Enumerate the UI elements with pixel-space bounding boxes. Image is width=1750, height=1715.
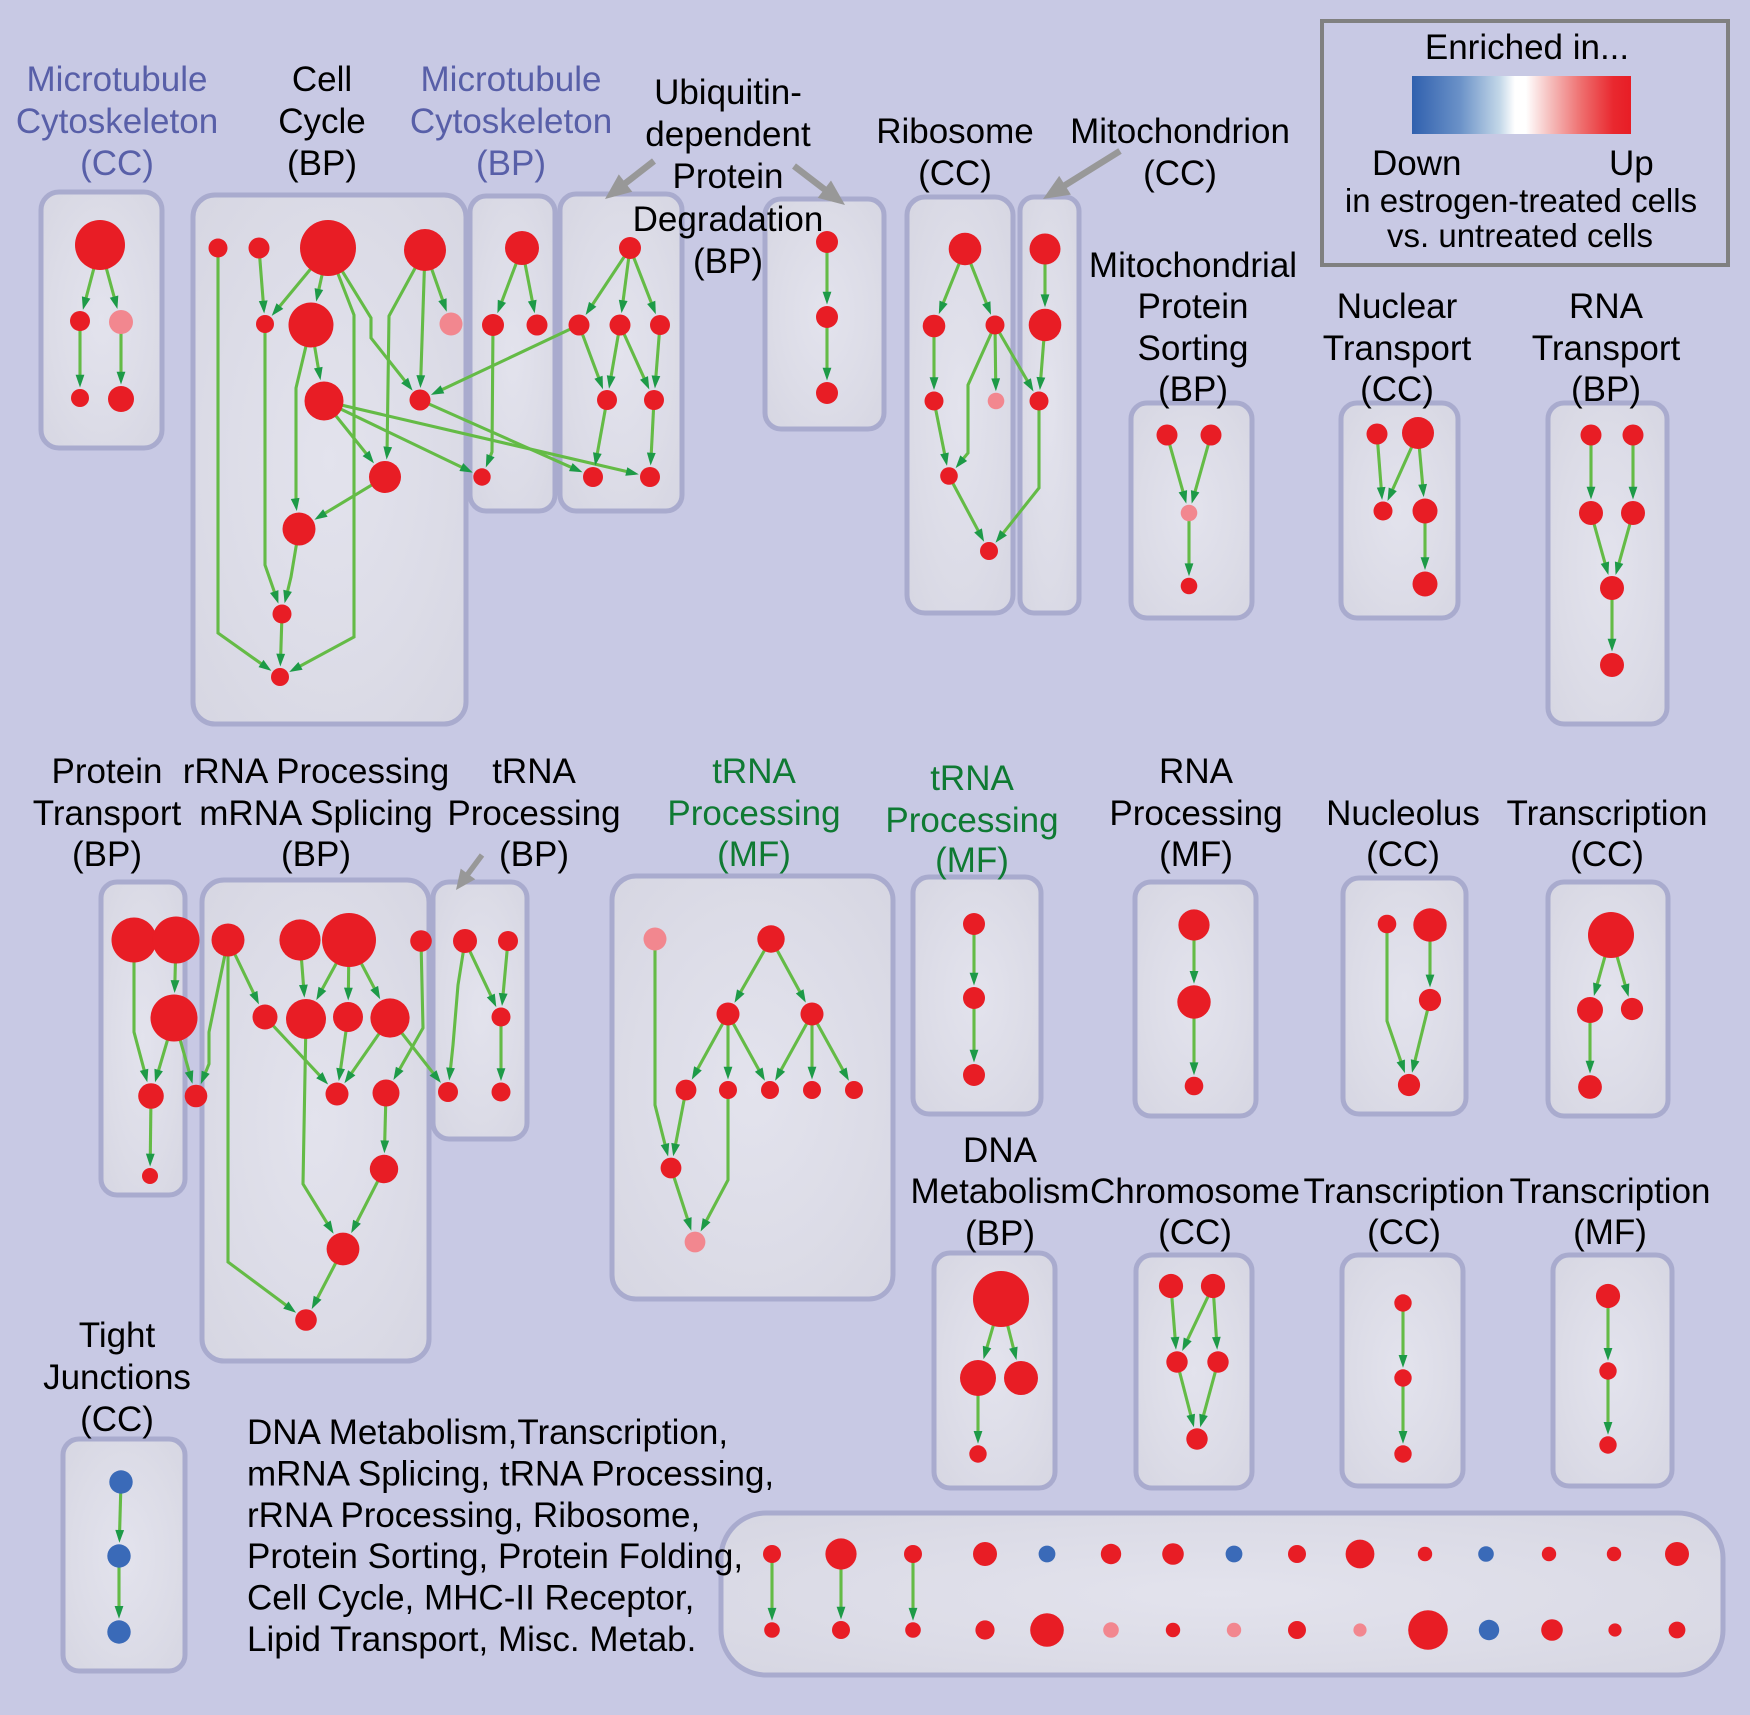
svg-text:(BP): (BP) [281, 835, 351, 874]
svg-text:Ubiquitin-: Ubiquitin- [654, 73, 802, 112]
svg-text:vs. untreated cells: vs. untreated cells [1387, 217, 1653, 254]
svg-text:Tight: Tight [79, 1316, 156, 1355]
svg-text:(BP): (BP) [476, 144, 546, 183]
svg-text:Processing: Processing [667, 794, 840, 833]
svg-text:Up: Up [1609, 144, 1654, 183]
svg-text:(CC): (CC) [1143, 154, 1217, 193]
svg-text:(MF): (MF) [1159, 835, 1233, 874]
svg-text:RNA: RNA [1569, 287, 1644, 326]
svg-text:Enriched in...: Enriched in... [1425, 28, 1629, 67]
svg-text:Sorting: Sorting [1138, 329, 1249, 368]
svg-text:Cycle: Cycle [278, 102, 366, 141]
svg-text:mRNA Splicing, tRNA Processing: mRNA Splicing, tRNA Processing, [247, 1454, 774, 1493]
svg-text:Transcription: Transcription [1304, 1172, 1505, 1211]
svg-text:mRNA Splicing: mRNA Splicing [199, 794, 432, 833]
svg-text:Chromosome: Chromosome [1090, 1172, 1300, 1211]
svg-text:Nuclear: Nuclear [1337, 287, 1458, 326]
svg-text:DNA: DNA [963, 1131, 1038, 1170]
svg-text:(CC): (CC) [1367, 1213, 1441, 1252]
svg-text:(BP): (BP) [499, 835, 569, 874]
svg-text:tRNA: tRNA [930, 759, 1014, 798]
svg-text:(BP): (BP) [287, 144, 357, 183]
svg-text:rRNA Processing, Ribosome,: rRNA Processing, Ribosome, [247, 1496, 700, 1535]
svg-text:Protein Sorting, Protein Foldi: Protein Sorting, Protein Folding, [247, 1537, 743, 1576]
svg-text:(MF): (MF) [1573, 1213, 1647, 1252]
svg-text:(CC): (CC) [80, 144, 154, 183]
svg-text:RNA: RNA [1159, 752, 1234, 791]
svg-text:(CC): (CC) [1360, 370, 1434, 409]
svg-text:Degradation: Degradation [633, 200, 824, 239]
svg-text:Microtubule: Microtubule [27, 60, 208, 99]
svg-text:tRNA: tRNA [492, 752, 576, 791]
svg-text:(BP): (BP) [1158, 370, 1228, 409]
svg-text:(BP): (BP) [72, 835, 142, 874]
svg-text:Mitochondrion: Mitochondrion [1070, 112, 1290, 151]
svg-text:Lipid Transport, Misc. Metab.: Lipid Transport, Misc. Metab. [247, 1620, 696, 1659]
svg-text:(CC): (CC) [1570, 835, 1644, 874]
svg-text:(CC): (CC) [1366, 835, 1440, 874]
svg-text:Processing: Processing [1109, 794, 1282, 833]
svg-text:dependent: dependent [645, 115, 811, 154]
svg-text:Cell: Cell [292, 60, 352, 99]
svg-text:tRNA: tRNA [712, 752, 796, 791]
svg-text:in estrogen-treated cells: in estrogen-treated cells [1345, 182, 1697, 219]
svg-text:DNA Metabolism,Transcription,: DNA Metabolism,Transcription, [247, 1413, 728, 1452]
svg-text:(CC): (CC) [918, 154, 992, 193]
svg-text:(BP): (BP) [965, 1214, 1035, 1253]
svg-text:Down: Down [1372, 144, 1461, 183]
svg-text:Transport: Transport [33, 794, 182, 833]
svg-text:Cytoskeleton: Cytoskeleton [410, 102, 612, 141]
svg-text:(MF): (MF) [717, 835, 791, 874]
svg-text:Transport: Transport [1532, 329, 1681, 368]
svg-text:Protein: Protein [673, 157, 784, 196]
svg-text:Protein: Protein [52, 752, 163, 791]
svg-text:Processing: Processing [447, 794, 620, 833]
svg-text:Ribosome: Ribosome [876, 112, 1034, 151]
svg-text:Nucleolus: Nucleolus [1326, 794, 1480, 833]
svg-text:Transcription: Transcription [1507, 794, 1708, 833]
svg-text:Transcription: Transcription [1510, 1172, 1711, 1211]
svg-text:Cell Cycle, MHC-II Receptor,: Cell Cycle, MHC-II Receptor, [247, 1579, 694, 1618]
svg-text:Microtubule: Microtubule [421, 60, 602, 99]
svg-text:rRNA Processing: rRNA Processing [183, 752, 449, 791]
svg-text:(BP): (BP) [1571, 370, 1641, 409]
svg-text:Junctions: Junctions [43, 1358, 191, 1397]
svg-text:Mitochondrial: Mitochondrial [1089, 246, 1297, 285]
svg-text:(BP): (BP) [693, 242, 763, 281]
svg-text:Protein: Protein [1138, 287, 1249, 326]
svg-text:Cytoskeleton: Cytoskeleton [16, 102, 218, 141]
svg-text:Processing: Processing [885, 801, 1058, 840]
svg-text:Metabolism: Metabolism [911, 1172, 1090, 1211]
svg-text:(CC): (CC) [1158, 1213, 1232, 1252]
svg-text:(MF): (MF) [935, 841, 1009, 880]
svg-text:(CC): (CC) [80, 1400, 154, 1439]
svg-text:Transport: Transport [1323, 329, 1472, 368]
